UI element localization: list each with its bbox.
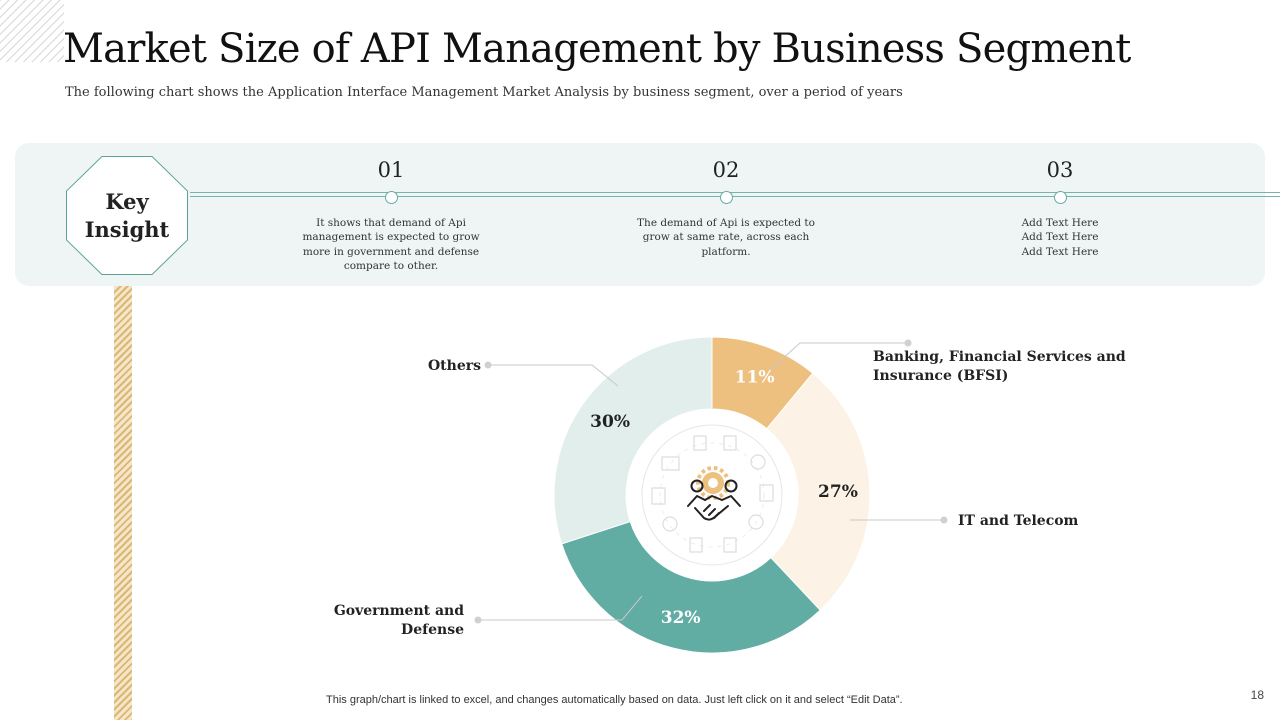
footer-note: This graph/chart is linked to excel, and… bbox=[326, 694, 903, 706]
step-text: Add Text Here Add Text Here Add Text Her… bbox=[1021, 217, 1099, 258]
decorative-hatch-corner bbox=[0, 0, 64, 62]
callout-line-others bbox=[488, 364, 619, 387]
timeline-dot bbox=[385, 191, 398, 204]
callout-lines bbox=[474, 339, 948, 624]
timeline-dot bbox=[720, 191, 733, 204]
insight-step-3: 03 Add Text Here Add Text Here Add Text … bbox=[950, 158, 1170, 259]
step-text: The demand of Api is expected to grow at… bbox=[637, 217, 815, 258]
callout-dot-bfsi bbox=[904, 339, 912, 347]
slice-bfsi-label: 11% bbox=[735, 367, 775, 387]
page-title: Market Size of API Management by Busines… bbox=[63, 26, 1131, 72]
callout-line-gov bbox=[478, 595, 643, 621]
key-insight-label: Key Insight bbox=[84, 189, 170, 242]
callout-dot-it bbox=[940, 516, 948, 524]
slice-government-defense-label: 32% bbox=[661, 608, 701, 628]
legend-label-gov: Government and Defense bbox=[334, 603, 464, 638]
donut-slices bbox=[553, 336, 871, 654]
key-insight-badge: Key Insight bbox=[67, 157, 187, 274]
step-number: 02 bbox=[712, 158, 740, 182]
insight-step-1: 01 It shows that demand of Api managemen… bbox=[281, 158, 501, 274]
decorative-stripe-bar bbox=[114, 270, 132, 720]
insight-step-2: 02 The demand of Api is expected to grow… bbox=[616, 158, 836, 259]
callout-labels: Banking, Financial Services and Insurance… bbox=[334, 349, 1126, 638]
slice-it-telecom bbox=[766, 372, 871, 611]
callout-dot-others bbox=[484, 361, 492, 369]
slice-others-label: 30% bbox=[590, 412, 630, 432]
page-number: 18 bbox=[1250, 688, 1264, 702]
slice-others bbox=[553, 336, 713, 545]
slice-government-defense bbox=[561, 520, 821, 654]
donut-percent-labels: 11% 27% 32% 30% bbox=[590, 367, 858, 628]
legend-label-others: Others bbox=[428, 358, 481, 374]
step-number: 03 bbox=[1046, 158, 1074, 182]
timeline-dot bbox=[1054, 191, 1067, 204]
callout-dot-gov bbox=[474, 616, 482, 624]
timeline-line bbox=[190, 192, 1280, 197]
legend-label-bfsi: Banking, Financial Services and Insurance… bbox=[873, 349, 1126, 384]
step-number: 01 bbox=[377, 158, 405, 182]
handshake-gear-icon bbox=[641, 424, 783, 566]
key-insight-band bbox=[15, 143, 1265, 286]
step-text: It shows that demand of Api management i… bbox=[302, 217, 480, 273]
slice-it-telecom-label: 27% bbox=[818, 482, 858, 502]
callout-line-bfsi bbox=[769, 342, 908, 371]
page-subtitle: The following chart shows the Applicatio… bbox=[65, 85, 903, 100]
legend-label-it: IT and Telecom bbox=[958, 513, 1079, 529]
